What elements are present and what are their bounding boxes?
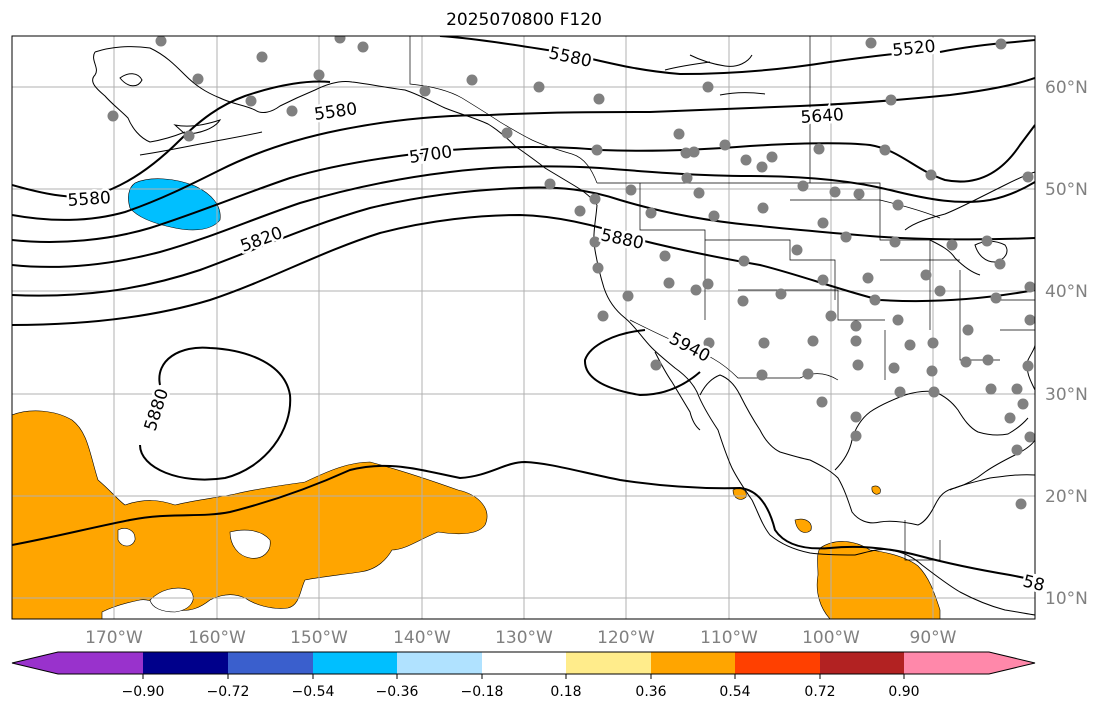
negative-anomaly-shading	[128, 178, 221, 231]
colorbar: −0.90 −0.72 −0.54 −0.36 −0.18 0.18 0.36 …	[11, 651, 1036, 700]
contour-label-5700: 5700	[408, 142, 454, 168]
colorbar-segment	[482, 652, 566, 674]
contour-label-5640: 5640	[800, 105, 845, 128]
colorbar-tick-label: 0.72	[804, 684, 835, 700]
colorbar-tick-label: 0.18	[550, 684, 581, 700]
lat-label-30n: 30°N	[1045, 385, 1088, 405]
contour-label-5880-low: 5880	[141, 386, 173, 433]
lat-label-20n: 20°N	[1045, 487, 1088, 507]
colorbar-extend-high	[989, 652, 1035, 674]
colorbar-tick-label: −0.18	[461, 684, 504, 700]
latitude-axis: 60°N 50°N 40°N 30°N 20°N 10°N	[1045, 78, 1088, 609]
colorbar-outline	[11, 651, 1036, 675]
colorbar-segment	[566, 652, 651, 674]
colorbar-segment	[820, 652, 904, 674]
colorbar-segment	[735, 652, 820, 674]
contour-label-58-edge: 58	[1021, 571, 1047, 596]
contour-label-5580-north: 5580	[547, 43, 593, 72]
lon-label-170w: 170°W	[85, 628, 143, 648]
longitude-axis: 170°W 160°W 150°W 140°W 130°W 120°W 110°…	[85, 628, 957, 648]
colorbar-tick-label: −0.54	[292, 684, 335, 700]
contour-label-5880-east: 5880	[599, 225, 645, 254]
lat-label-60n: 60°N	[1045, 78, 1088, 98]
coastlines	[92, 46, 1035, 616]
colorbar-tick-label: 0.54	[719, 684, 750, 700]
lon-label-90w: 90°W	[910, 628, 957, 648]
colorbar-segment	[58, 652, 143, 674]
colorbar-segment	[651, 652, 735, 674]
colorbar-segment	[397, 652, 482, 674]
contour-label-5580-west: 5580	[67, 188, 112, 211]
lon-label-120w: 120°W	[597, 628, 655, 648]
colorbar-tick-label: −0.36	[376, 684, 419, 700]
colorbar-segment	[313, 652, 397, 674]
lon-label-160w: 160°W	[188, 628, 246, 648]
colorbar-tick-label: −0.90	[122, 684, 165, 700]
station-markers	[107, 36, 1035, 510]
positive-anomaly-shading	[12, 410, 941, 619]
lon-label-140w: 140°W	[393, 628, 451, 648]
colorbar-extend-low	[12, 652, 58, 674]
map-title: 2025070800 F120	[446, 10, 602, 30]
graticule	[12, 36, 1035, 619]
colorbar-tick-label: −0.72	[207, 684, 250, 700]
colorbar-segment	[228, 652, 313, 674]
lat-label-50n: 50°N	[1045, 180, 1088, 200]
height-contours	[12, 36, 1035, 581]
contour-label-5940: 5940	[666, 329, 714, 367]
colorbar-segment	[904, 652, 989, 674]
lon-label-150w: 150°W	[290, 628, 348, 648]
lat-label-10n: 10°N	[1045, 589, 1088, 609]
contour-label-5520: 5520	[891, 37, 936, 61]
lon-label-110w: 110°W	[700, 628, 758, 648]
contour-label-5820: 5820	[238, 223, 285, 257]
contour-label-5580-alaska: 5580	[313, 99, 359, 125]
colorbar-segment	[143, 652, 228, 674]
lat-label-40n: 40°N	[1045, 282, 1088, 302]
colorbar-tick-label: 0.90	[888, 684, 919, 700]
map-frame	[11, 35, 1036, 620]
lon-label-100w: 100°W	[802, 628, 860, 648]
lon-label-130w: 130°W	[495, 628, 553, 648]
colorbar-tick-label: 0.36	[635, 684, 666, 700]
